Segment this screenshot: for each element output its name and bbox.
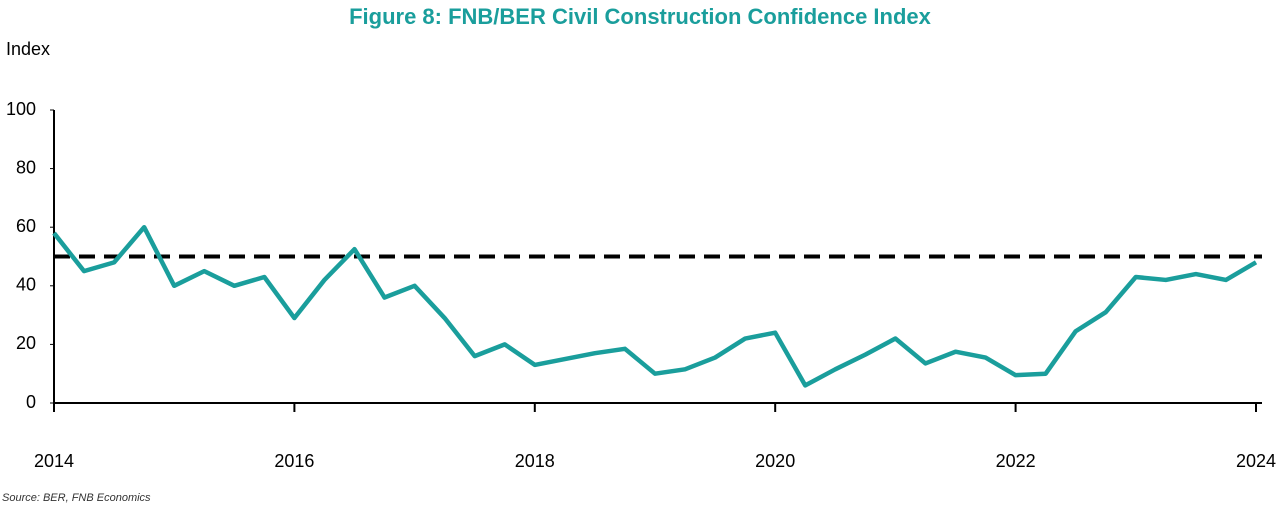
x-tick-label: 2014 (34, 451, 74, 471)
y-tick-label: 0 (26, 392, 36, 412)
y-tick-label: 80 (16, 157, 36, 177)
x-tick-label: 2016 (274, 451, 314, 471)
y-tick-label: 100 (6, 99, 36, 119)
y-tick-label: 40 (16, 275, 36, 295)
y-axis-label: Index (6, 39, 50, 59)
y-tick-label: 60 (16, 216, 36, 236)
y-tick-label: 20 (16, 333, 36, 353)
x-tick-label: 2018 (515, 451, 555, 471)
x-tick-label: 2024 (1236, 451, 1276, 471)
source: Source: BER, FNB Economics (2, 492, 151, 504)
data-line (52, 224, 1258, 388)
chart-title: Figure 8: FNB/BER Civil Construction Con… (349, 4, 932, 29)
x-tick-label: 2020 (755, 451, 795, 471)
x-tick-label: 2022 (996, 451, 1036, 471)
